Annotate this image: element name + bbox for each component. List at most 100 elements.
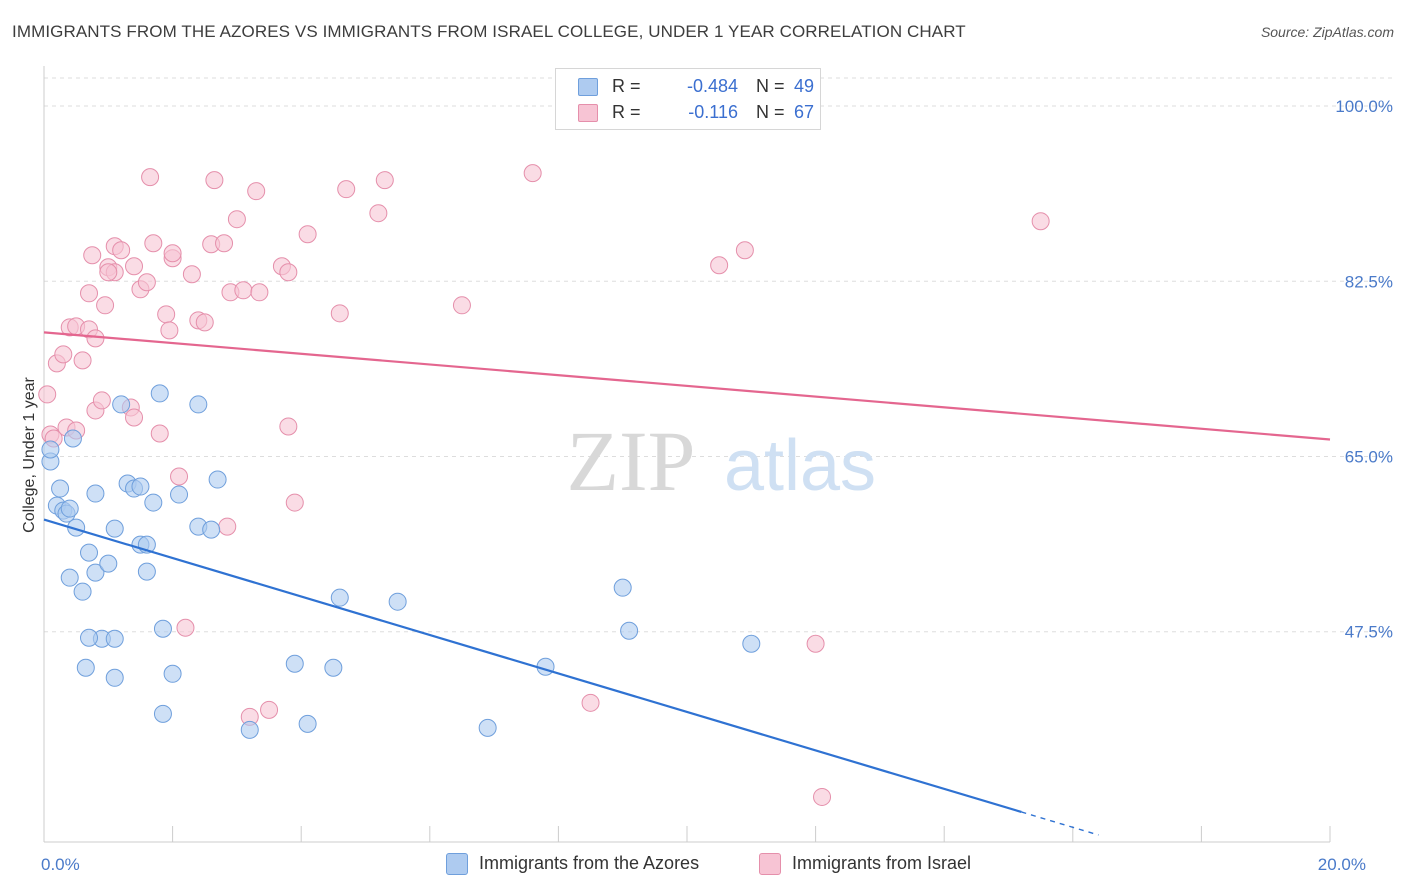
israel-point [279, 417, 298, 436]
israel-point [806, 634, 825, 653]
azores-point [150, 384, 169, 403]
legend-r-value: -0.484 [686, 76, 738, 96]
israel-point [176, 618, 195, 637]
azores-point [153, 619, 172, 638]
y-tick-label: 100.0% [1335, 97, 1393, 116]
y-tick-label: 82.5% [1345, 272, 1393, 291]
azores-point [285, 654, 304, 673]
azores-point [105, 519, 124, 538]
bottom-legend-label: Immigrants from the Azores [479, 853, 700, 873]
azores-point [60, 568, 79, 587]
y-tick-label: 47.5% [1345, 623, 1393, 642]
azores-point [298, 714, 317, 733]
israel-point [285, 493, 304, 512]
azores-point [137, 562, 156, 581]
israel-point [215, 234, 234, 253]
azores-point [153, 704, 172, 723]
legend-r-label: R = [612, 76, 641, 96]
legend-n-value: 49 [794, 76, 815, 96]
azores-point [73, 582, 92, 601]
israel-point [523, 164, 542, 183]
israel-point [375, 171, 394, 190]
azores-point [144, 493, 163, 512]
israel-point [144, 234, 163, 253]
israel-point [86, 329, 105, 348]
chart-title: IMMIGRANTS FROM THE AZORES VS IMMIGRANTS… [12, 22, 966, 41]
azores-point [105, 629, 124, 648]
y-axis-title: College, Under 1 year [21, 377, 38, 533]
israel-point [92, 391, 111, 410]
israel-point [38, 385, 57, 404]
grid-lines [44, 77, 1392, 633]
azores-point [478, 718, 497, 737]
israel-point [369, 204, 388, 223]
watermark-atlas: atlas [724, 426, 876, 506]
azores-point [63, 429, 82, 448]
israel-point [247, 182, 266, 201]
azores-point [105, 668, 124, 687]
israel-point [298, 225, 317, 244]
azores-point [86, 563, 105, 582]
israel-point [157, 305, 176, 324]
israel-point [250, 283, 269, 302]
israel-point [125, 257, 144, 276]
azores-point [41, 440, 60, 459]
israel-point [1031, 212, 1050, 231]
israel-swatch [759, 853, 781, 875]
azores-trend-extension [1021, 811, 1099, 836]
azores-point [613, 578, 632, 597]
azores-point [86, 484, 105, 503]
israel-point [73, 351, 92, 370]
legend-r-value: -0.116 [688, 102, 738, 122]
israel-point [330, 304, 349, 323]
azores-point [170, 485, 189, 504]
israel-trend-line [43, 331, 1331, 441]
israel-point [710, 256, 729, 275]
legend-n-value: 67 [794, 102, 815, 122]
bottom-legend-label: Immigrants from Israel [792, 853, 972, 873]
israel-point [112, 241, 131, 260]
israel-point [163, 244, 182, 263]
azores-point [131, 477, 150, 496]
azores-point [742, 634, 761, 653]
x-tick-label: 20.0% [1318, 855, 1366, 874]
azores-point [60, 499, 79, 518]
israel-point [160, 321, 179, 340]
israel-point [137, 273, 156, 292]
israel-point [54, 345, 73, 364]
israel-point [170, 467, 189, 486]
azores-point [189, 395, 208, 414]
israel-point [182, 265, 201, 284]
israel-point [141, 168, 160, 187]
azores-point [80, 543, 99, 562]
azores-point [240, 720, 259, 739]
azores-point [112, 395, 131, 414]
israel-point [735, 241, 754, 260]
israel-point [218, 517, 237, 536]
azores-point [80, 628, 99, 647]
trend-lines [43, 331, 1331, 836]
israel-point [813, 787, 832, 806]
azores-swatch [578, 78, 598, 96]
watermark: ZIP atlas [567, 413, 877, 509]
israel-point [581, 693, 600, 712]
azores-point [388, 592, 407, 611]
azores-point [163, 664, 182, 683]
azores-point [324, 658, 343, 677]
israel-point [150, 424, 169, 443]
azores-trend-line [43, 518, 1022, 814]
israel-point [99, 263, 118, 282]
israel-point [195, 313, 214, 332]
israel-point [260, 700, 279, 719]
azores-point [620, 621, 639, 640]
israel-point [205, 171, 224, 190]
chart-source: Source: ZipAtlas.com [1260, 24, 1394, 40]
legend-n-label: N = [756, 76, 785, 96]
israel-points [38, 164, 1050, 806]
stats-legend: R = -0.484 N = 49 R = -0.116 N = 67 [555, 68, 821, 130]
azores-point [76, 658, 95, 677]
y-tick-label: 65.0% [1345, 448, 1393, 467]
azores-point [202, 520, 221, 539]
israel-point [125, 408, 144, 427]
